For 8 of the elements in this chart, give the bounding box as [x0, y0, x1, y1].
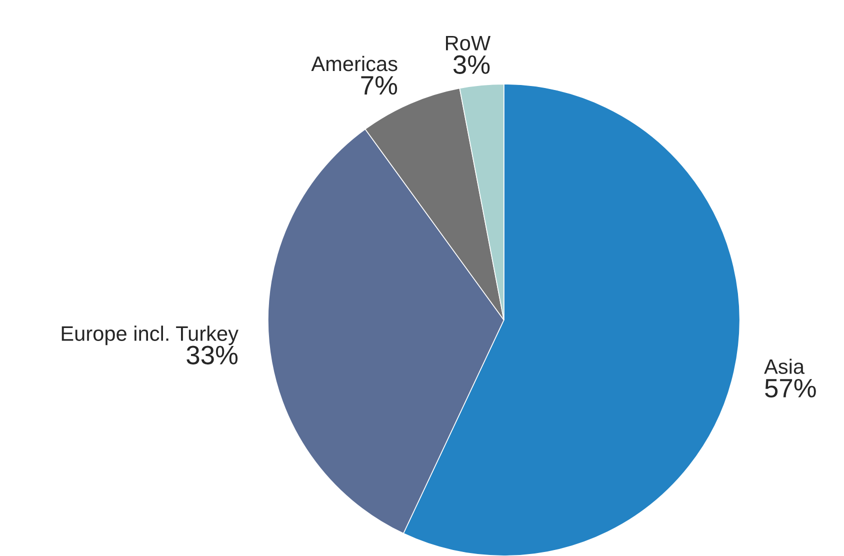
slice-label: Americas — [311, 56, 398, 72]
data-label: 7% — [361, 76, 398, 95]
data-label: 33% — [186, 346, 238, 364]
data-label: 57% — [765, 378, 816, 398]
slice-label: Asia — [764, 358, 805, 374]
slice-label: Europe incl. Turkey — [62, 326, 238, 346]
data-label: 3% — [453, 55, 490, 74]
slice-label: RoW — [446, 36, 491, 50]
